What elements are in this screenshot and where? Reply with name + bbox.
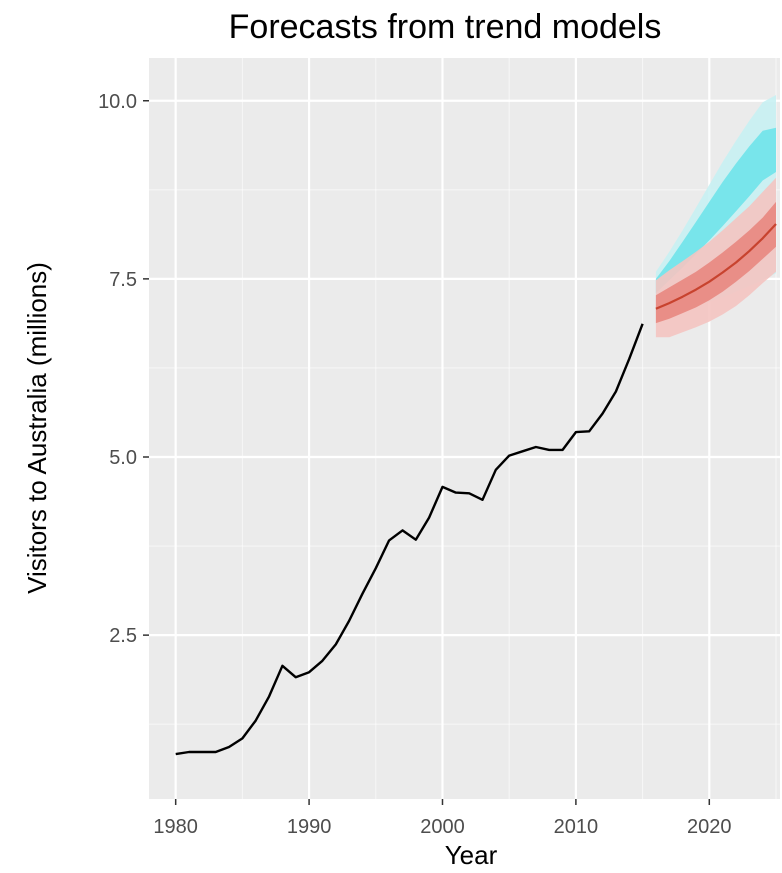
major-gridlines: [149, 58, 780, 799]
x-tick-label: 2010: [554, 816, 599, 838]
y-axis-ticks: 2.5 5.0 7.5 10.0: [98, 91, 149, 647]
forecast-mean-line: [655, 223, 777, 310]
x-tick-label: 1990: [287, 816, 332, 838]
forecast-intervals: [655, 95, 776, 338]
y-tick-label: 5.0: [109, 447, 137, 469]
x-axis-title: Year: [445, 840, 498, 870]
red-80-interval: [655, 201, 776, 324]
plot-panel: [149, 58, 780, 799]
x-tick-label: 2020: [687, 816, 732, 838]
y-tick-label: 7.5: [109, 269, 137, 291]
x-tick-label: 2000: [420, 816, 465, 838]
x-tick-label: 1980: [153, 816, 198, 838]
observed-visitors-line: [175, 323, 644, 756]
y-tick-label: 10.0: [98, 91, 137, 113]
y-tick-label: 2.5: [109, 625, 137, 647]
series-lines: [175, 223, 777, 756]
x-axis-ticks: 1980 1990 2000 2010 2020: [153, 799, 732, 838]
y-axis-title: Visitors to Australia (millions): [22, 262, 52, 594]
chart-title: Forecasts from trend models: [229, 8, 662, 46]
cyan-80-interval: [655, 127, 776, 294]
